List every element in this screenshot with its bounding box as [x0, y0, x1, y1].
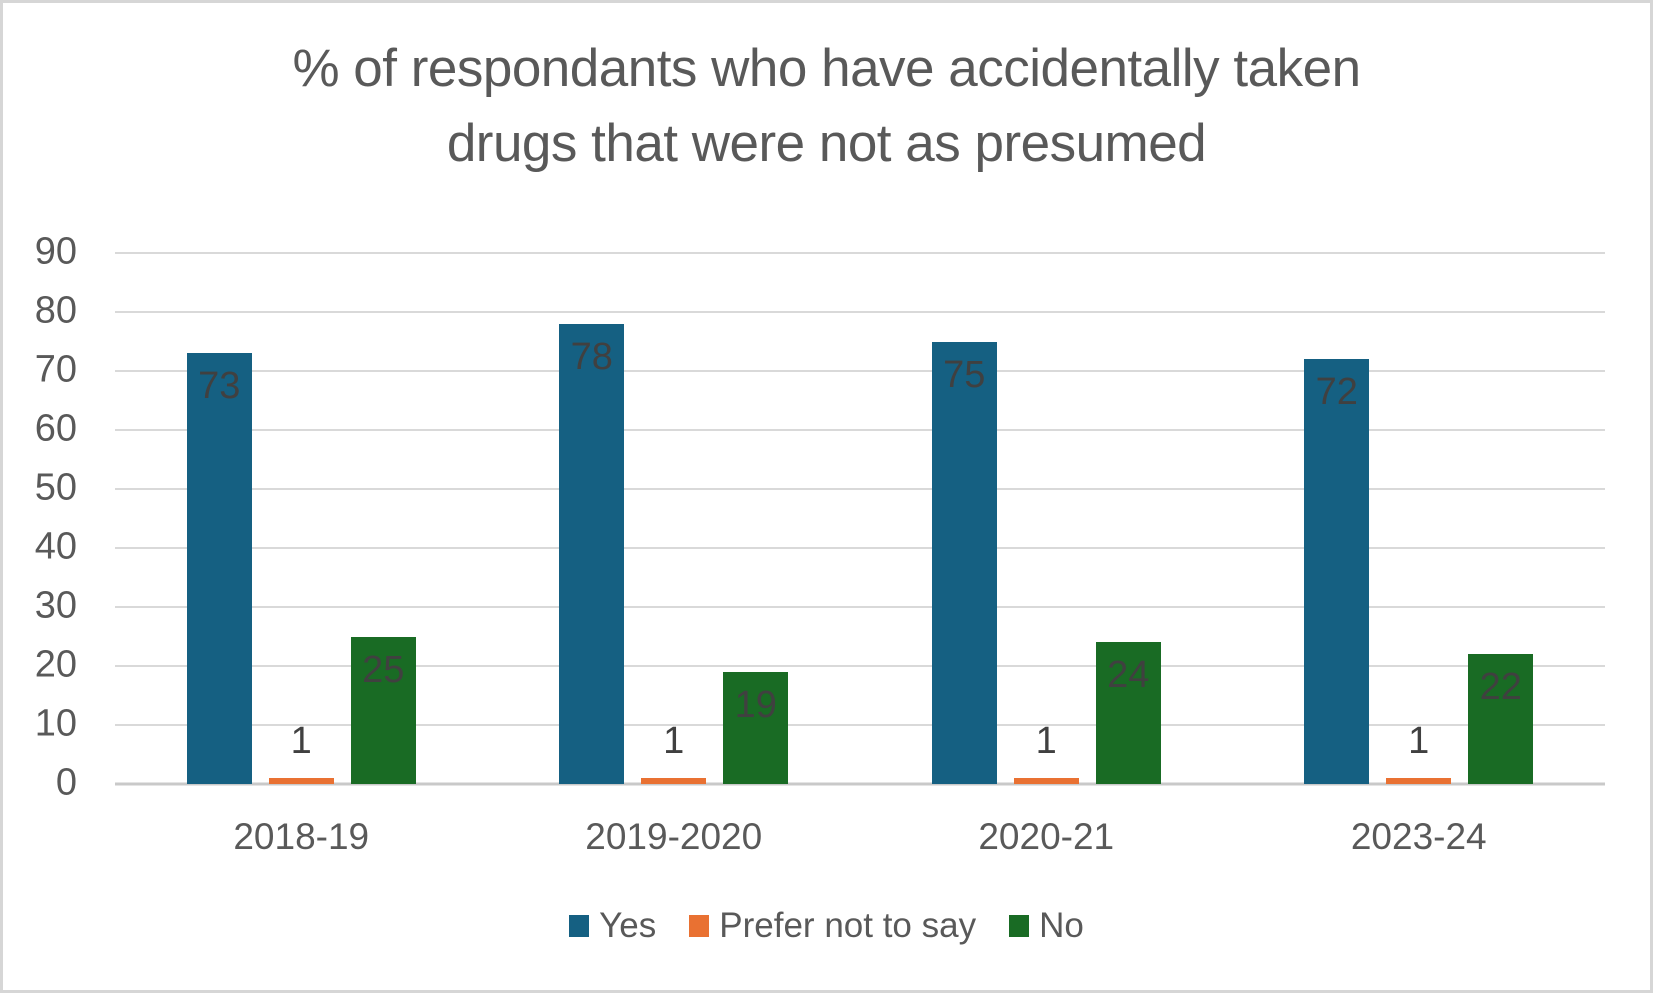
legend-swatch-prefer-not-to-say-icon [689, 915, 710, 937]
gridline-90 [115, 252, 1605, 254]
data-label-no-2019-2020: 19 [734, 683, 777, 726]
legend-swatch-yes-icon [569, 915, 590, 937]
legend-label-prefer-not-to-say: Prefer not to say [719, 906, 977, 945]
x-tick-label-2018-19: 2018-19 [233, 816, 370, 857]
bar-yes-2020-21: 75 [931, 341, 997, 784]
gridline-30 [115, 606, 1605, 608]
bar-group-2023-24: 72 1 22 [1304, 359, 1534, 784]
y-tick-label-90: 90 [34, 230, 77, 273]
chart-title: % of respondants who have accidentally t… [3, 31, 1650, 181]
bar-yes-2019-2020: 78 [559, 323, 625, 784]
data-label-prefer-not-to-say-2019-2020: 1 [663, 720, 685, 763]
gridline-80 [115, 311, 1605, 313]
data-label-yes-2018-19: 73 [198, 365, 241, 408]
bar-no-2020-21: 24 [1095, 642, 1161, 784]
y-tick-label-20: 20 [34, 643, 77, 686]
bar-group-2019-2020: 78 1 19 [559, 323, 789, 784]
data-label-prefer-not-to-say-2023-24: 1 [1408, 720, 1430, 763]
gridline-50 [115, 488, 1605, 490]
plot-area: 73 1 25 78 1 19 75 1 24 72 1 22 [115, 252, 1605, 786]
x-tick-label-2020-21: 2020-21 [978, 816, 1115, 857]
x-axis-line [115, 782, 1605, 786]
bar-group-2018-19: 73 1 25 [186, 353, 416, 784]
bar-prefer-not-to-say-2023-24: 1 [1386, 722, 1452, 784]
legend-item-prefer-not-to-say: Prefer not to say [689, 906, 976, 946]
bar-group-2020-21: 75 1 24 [931, 341, 1161, 784]
legend-swatch-no-icon [1009, 915, 1030, 937]
gridline-20 [115, 665, 1605, 667]
bar-prefer-not-to-say-2020-21: 1 [1013, 722, 1079, 784]
bar-yes-2018-19: 73 [186, 353, 252, 784]
y-tick-label-50: 50 [34, 466, 77, 509]
y-tick-label-40: 40 [34, 525, 77, 568]
y-tick-label-80: 80 [34, 289, 77, 332]
bar-prefer-not-to-say-2019-2020: 1 [641, 722, 707, 784]
legend: Yes Prefer not to say No [3, 906, 1650, 946]
y-tick-label-30: 30 [34, 584, 77, 627]
data-label-prefer-not-to-say-2018-19: 1 [290, 720, 312, 763]
data-label-no-2023-24: 22 [1479, 666, 1522, 709]
gridline-40 [115, 547, 1605, 549]
gridline-60 [115, 429, 1605, 431]
bar-no-2018-19: 25 [350, 636, 416, 784]
chart-title-line1: % of respondants who have accidentally t… [292, 39, 1361, 98]
legend-label-no: No [1039, 906, 1084, 945]
chart-title-line2: drugs that were not as presumed [446, 114, 1207, 173]
legend-item-no: No [1009, 906, 1084, 946]
y-tick-label-70: 70 [34, 348, 77, 391]
bar-no-2023-24: 22 [1468, 654, 1534, 784]
bar-yes-2023-24: 72 [1304, 359, 1370, 784]
legend-item-yes: Yes [569, 906, 656, 946]
data-label-yes-2019-2020: 78 [570, 335, 613, 378]
y-tick-label-0: 0 [55, 761, 77, 804]
data-label-no-2018-19: 25 [362, 648, 405, 691]
data-label-yes-2020-21: 75 [943, 353, 986, 396]
data-label-no-2020-21: 24 [1107, 654, 1150, 697]
legend-label-yes: Yes [599, 906, 657, 945]
data-label-yes-2023-24: 72 [1315, 371, 1358, 414]
bar-prefer-not-to-say-2018-19: 1 [268, 722, 334, 784]
y-tick-label-60: 60 [34, 407, 77, 450]
y-tick-label-10: 10 [34, 702, 77, 745]
bar-no-2019-2020: 19 [723, 671, 789, 784]
gridline-10 [115, 724, 1605, 726]
x-tick-label-2023-24: 2023-24 [1350, 816, 1487, 857]
gridline-70 [115, 370, 1605, 372]
data-label-prefer-not-to-say-2020-21: 1 [1035, 720, 1057, 763]
x-tick-label-2019-2020: 2019-2020 [585, 816, 763, 857]
